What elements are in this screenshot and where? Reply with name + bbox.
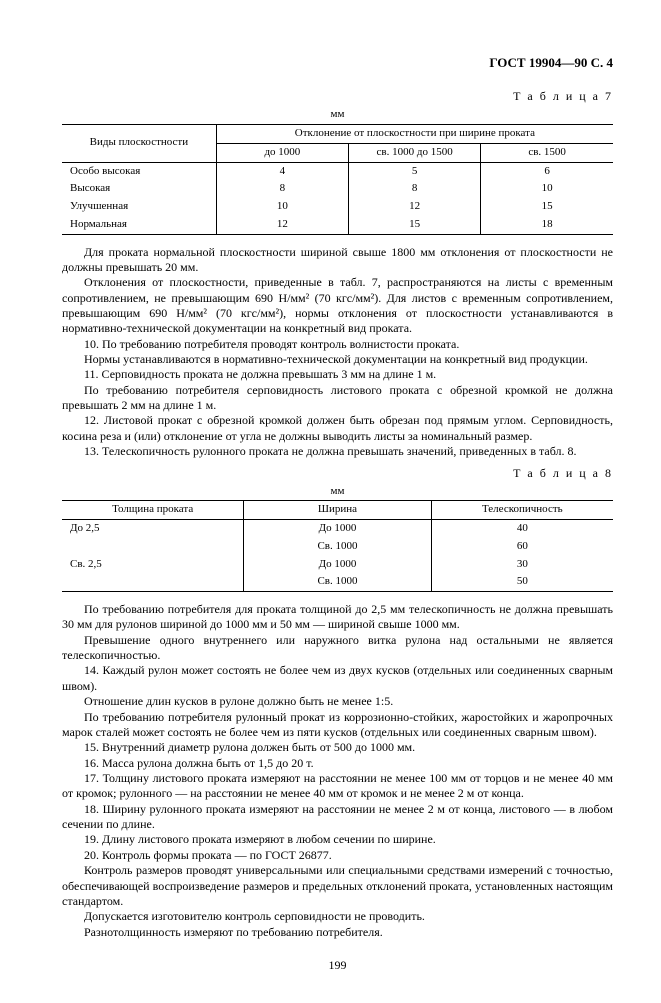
t7-cell: Улучшенная — [62, 198, 216, 216]
para: По требованию потребителя рулонный прока… — [62, 710, 613, 741]
table-row: Высокая 8 8 10 — [62, 180, 613, 198]
t7-cell: 12 — [216, 216, 348, 234]
para: 15. Внутренний диаметр рулона должен быт… — [62, 740, 613, 755]
t7-h1: Виды плоскостности — [62, 125, 216, 163]
t8-h2: Ширина — [244, 501, 431, 520]
t8-cell: 30 — [431, 556, 613, 574]
t7-hgroup: Отклонение от плоскостности при ширине п… — [216, 125, 613, 144]
table-row: Нормальная 12 15 18 — [62, 216, 613, 234]
para-block-1: Для проката нормальной плоскостности шир… — [62, 245, 613, 460]
t8-cell: До 1000 — [244, 520, 431, 538]
t7-cell: Нормальная — [62, 216, 216, 234]
para: 14. Каждый рулон может состоять не более… — [62, 663, 613, 694]
table8-unit: мм — [62, 485, 613, 499]
t8-h3: Телескопичность — [431, 501, 613, 520]
t8-cell: До 2,5 — [62, 520, 244, 538]
para: 18. Ширину рулонного проката измеряют на… — [62, 802, 613, 833]
para: Отклонения от плоскостности, приведенные… — [62, 275, 613, 336]
t7-cell: Высокая — [62, 180, 216, 198]
table8: Толщина проката Ширина Телескопичность Д… — [62, 500, 613, 592]
t7-cell: 15 — [481, 198, 613, 216]
para: По требованию потребителя для проката то… — [62, 602, 613, 633]
t8-cell: Св. 1000 — [244, 573, 431, 591]
t8-h1: Толщина проката — [62, 501, 244, 520]
t7-cell: 12 — [349, 198, 481, 216]
para: 11. Серповидность проката не должна прев… — [62, 367, 613, 382]
table-row: Св. 1000 60 — [62, 538, 613, 556]
table8-caption: Т а б л и ц а 8 — [62, 466, 613, 481]
table7-unit: мм — [62, 108, 613, 122]
t8-cell: 50 — [431, 573, 613, 591]
t8-cell: 40 — [431, 520, 613, 538]
para: По требованию потребителя серповидность … — [62, 383, 613, 414]
para: 10. По требованию потребителя проводят к… — [62, 337, 613, 352]
t8-cell: Св. 1000 — [244, 538, 431, 556]
t7-cell: 10 — [481, 180, 613, 198]
para: 19. Длину листового проката измеряют в л… — [62, 832, 613, 847]
para-block-2: По требованию потребителя для проката то… — [62, 602, 613, 940]
t8-cell — [62, 538, 244, 556]
para: 13. Телескопичность рулонного проката не… — [62, 444, 613, 459]
t8-cell: Св. 2,5 — [62, 556, 244, 574]
t7-cell: Особо высокая — [62, 162, 216, 180]
table7: Виды плоскостности Отклонение от плоскос… — [62, 124, 613, 235]
doc-header: ГОСТ 19904—90 С. 4 — [62, 55, 613, 71]
t7-cell: 5 — [349, 162, 481, 180]
table-row: Св. 2,5 До 1000 30 — [62, 556, 613, 574]
table-row: Особо высокая 4 5 6 — [62, 162, 613, 180]
t8-cell — [62, 573, 244, 591]
para: Для проката нормальной плоскостности шир… — [62, 245, 613, 276]
t7-h2: до 1000 — [216, 143, 348, 162]
table7-caption: Т а б л и ц а 7 — [62, 89, 613, 104]
t7-cell: 4 — [216, 162, 348, 180]
para: 16. Масса рулона должна быть от 1,5 до 2… — [62, 756, 613, 771]
t7-cell: 8 — [216, 180, 348, 198]
t7-h3: св. 1000 до 1500 — [349, 143, 481, 162]
para: 20. Контроль формы проката — по ГОСТ 268… — [62, 848, 613, 863]
para: 17. Толщину листового проката измеряют н… — [62, 771, 613, 802]
t7-cell: 6 — [481, 162, 613, 180]
table-row: До 2,5 До 1000 40 — [62, 520, 613, 538]
para: Отношение длин кусков в рулоне должно бы… — [62, 694, 613, 709]
table-row: Св. 1000 50 — [62, 573, 613, 591]
t7-cell: 8 — [349, 180, 481, 198]
t8-cell: До 1000 — [244, 556, 431, 574]
para: 12. Листовой прокат с обрезной кромкой д… — [62, 413, 613, 444]
para: Разнотолщинность измеряют по требованию … — [62, 925, 613, 940]
para: Допускается изготовителю контроль серпов… — [62, 909, 613, 924]
t7-cell: 18 — [481, 216, 613, 234]
t7-cell: 10 — [216, 198, 348, 216]
para: Нормы устанавливаются в нормативно-техни… — [62, 352, 613, 367]
page-number: 199 — [62, 958, 613, 973]
table-row: Улучшенная 10 12 15 — [62, 198, 613, 216]
para: Контроль размеров проводят универсальным… — [62, 863, 613, 909]
t8-cell: 60 — [431, 538, 613, 556]
para: Превышение одного внутреннего или наружн… — [62, 633, 613, 664]
t7-cell: 15 — [349, 216, 481, 234]
t7-h4: св. 1500 — [481, 143, 613, 162]
